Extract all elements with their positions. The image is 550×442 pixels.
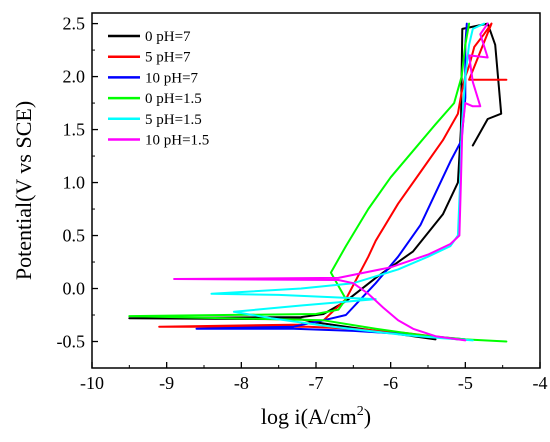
y-axis-title: Potential(V vs SCE)	[11, 101, 36, 280]
legend-label: 0 pH=7	[145, 29, 191, 45]
y-tick-label: 2.0	[63, 67, 86, 87]
y-tick-label: 0.0	[63, 279, 86, 299]
x-tick-label: -5	[458, 373, 473, 393]
x-tick-label: -9	[159, 373, 174, 393]
legend-label: 5 pH=7	[145, 50, 191, 66]
x-tick-label: -10	[80, 373, 104, 393]
legend-label: 0 pH=1.5	[145, 91, 202, 107]
ticks-layer	[91, 22, 541, 368]
legend: 0 pH=7 5 pH=7 10 pH=7 0 pH=1.5 5 pH=1.5 10 pH…	[108, 29, 209, 149]
series-line-2	[158, 22, 508, 341]
series-line-6	[173, 22, 489, 342]
y-tick-label: 1.5	[63, 120, 86, 140]
x-tick-label: -8	[234, 373, 249, 393]
x-tick-label: -4	[533, 373, 548, 393]
x-axis-title: log i(A/cm2)	[261, 404, 371, 429]
legend-label: 10 pH=7	[145, 70, 199, 86]
y-tick-label: -0.5	[57, 332, 86, 352]
series-layer	[128, 22, 508, 343]
y-tick-label: 0.5	[63, 226, 86, 246]
y-tick-label: 2.5	[63, 14, 86, 34]
x-tick-label: -7	[309, 373, 324, 393]
x-axis-title-close: )	[364, 404, 371, 429]
x-tick-label: -6	[383, 373, 398, 393]
series-line-5	[210, 22, 485, 342]
x-axis-title-superscript: 2	[357, 404, 364, 419]
legend-label: 5 pH=1.5	[145, 112, 202, 128]
y-tick-label: 1.0	[63, 173, 86, 193]
x-axis-title-main: log i(A/cm	[261, 404, 357, 429]
series-line-4	[128, 22, 508, 343]
legend-label: 10 pH=1.5	[145, 133, 209, 149]
tick-labels-layer: -10 -9 -8 -7 -6 -5 -4 -0.5 0.0 0.5 1.0 1.5 2.0 2.5	[57, 14, 548, 393]
